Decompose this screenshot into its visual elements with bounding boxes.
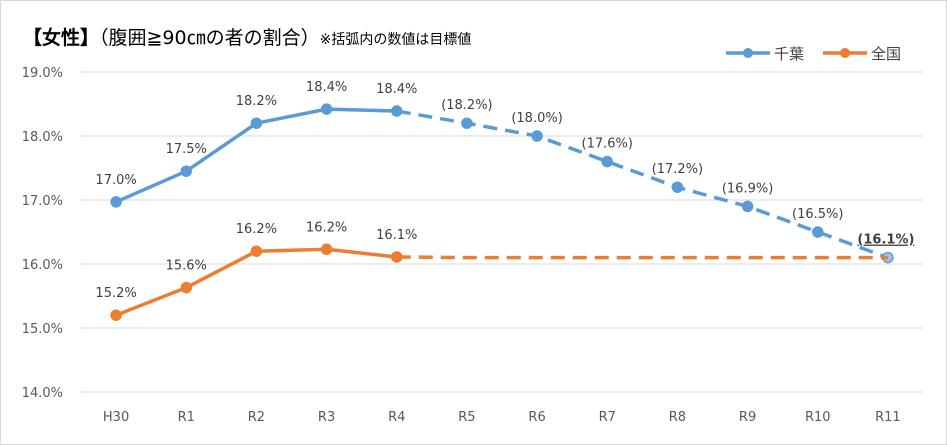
- data-label: 15.6%: [166, 259, 207, 274]
- data-label: 18.4%: [376, 82, 417, 97]
- data-label: 18.4%: [306, 80, 347, 95]
- x-tick-label: R4: [388, 410, 405, 425]
- x-tick-label: R9: [739, 410, 756, 425]
- y-tick-label: 18.0%: [22, 130, 63, 145]
- data-point: [391, 105, 403, 117]
- data-label: 17.5%: [166, 142, 207, 157]
- x-tick-label: R11: [875, 410, 901, 425]
- y-tick-label: 16.0%: [22, 258, 63, 273]
- series-line-target: [396, 109, 889, 260]
- data-label: 16.2%: [236, 222, 277, 237]
- data-point: [320, 243, 333, 256]
- data-point: [250, 117, 263, 129]
- data-label: (16.5%): [792, 207, 843, 222]
- series-line-actual: [115, 247, 397, 317]
- data-point: [250, 245, 263, 257]
- chart-title: 【女性】（腹囲≧90㎝の者の割合）※括弧内の数値は目標値: [23, 23, 471, 50]
- data-point: [110, 309, 122, 321]
- legend-marker: [743, 48, 753, 58]
- x-tick-label: R2: [248, 410, 265, 425]
- data-point: [812, 226, 824, 238]
- data-point: [601, 155, 613, 168]
- x-tick-label: H30: [103, 410, 129, 425]
- title-main: 【女性】: [23, 27, 100, 49]
- x-tick-label: R8: [669, 410, 686, 425]
- data-label: 16.1%: [376, 228, 417, 243]
- data-label: 16.2%: [306, 220, 347, 235]
- legend-label: 千葉: [774, 45, 804, 63]
- data-label: 17.0%: [95, 173, 136, 188]
- x-tick-label: R6: [528, 410, 545, 425]
- data-label: (17.6%): [582, 137, 633, 152]
- legend-label: 全国: [871, 45, 901, 63]
- data-label: (18.2%): [441, 98, 492, 113]
- y-tick-label: 17.0%: [22, 194, 63, 209]
- data-label: (16.9%): [722, 181, 773, 196]
- data-label: (18.0%): [511, 111, 562, 126]
- y-tick-label: 14.0%: [22, 386, 63, 401]
- data-point: [180, 165, 192, 177]
- x-tick-label: R1: [178, 410, 195, 425]
- data-point: [320, 103, 333, 115]
- data-point: [741, 200, 754, 213]
- data-point: [110, 196, 122, 208]
- data-label: 18.2%: [236, 94, 277, 109]
- data-point: [391, 251, 403, 263]
- x-tick-label: R10: [805, 410, 831, 425]
- series-line-target: [396, 255, 888, 260]
- x-tick-label: R3: [318, 410, 335, 425]
- x-tick-label: R7: [599, 410, 616, 425]
- title-note: ※括弧内の数値は目標値: [319, 32, 472, 48]
- title-sub: （腹囲≧90㎝の者の割合）: [99, 27, 320, 49]
- data-point: [180, 281, 192, 294]
- y-tick-label: 15.0%: [22, 322, 63, 337]
- data-label: (16.1%): [857, 233, 914, 248]
- x-tick-label: R5: [458, 410, 475, 425]
- data-point: [461, 117, 473, 129]
- legend-marker: [840, 48, 850, 58]
- data-point: [671, 181, 684, 193]
- data-label: 15.2%: [95, 286, 136, 301]
- data-label: (17.2%): [652, 162, 703, 177]
- y-tick-label: 19.0%: [22, 66, 63, 81]
- data-point: [531, 130, 543, 142]
